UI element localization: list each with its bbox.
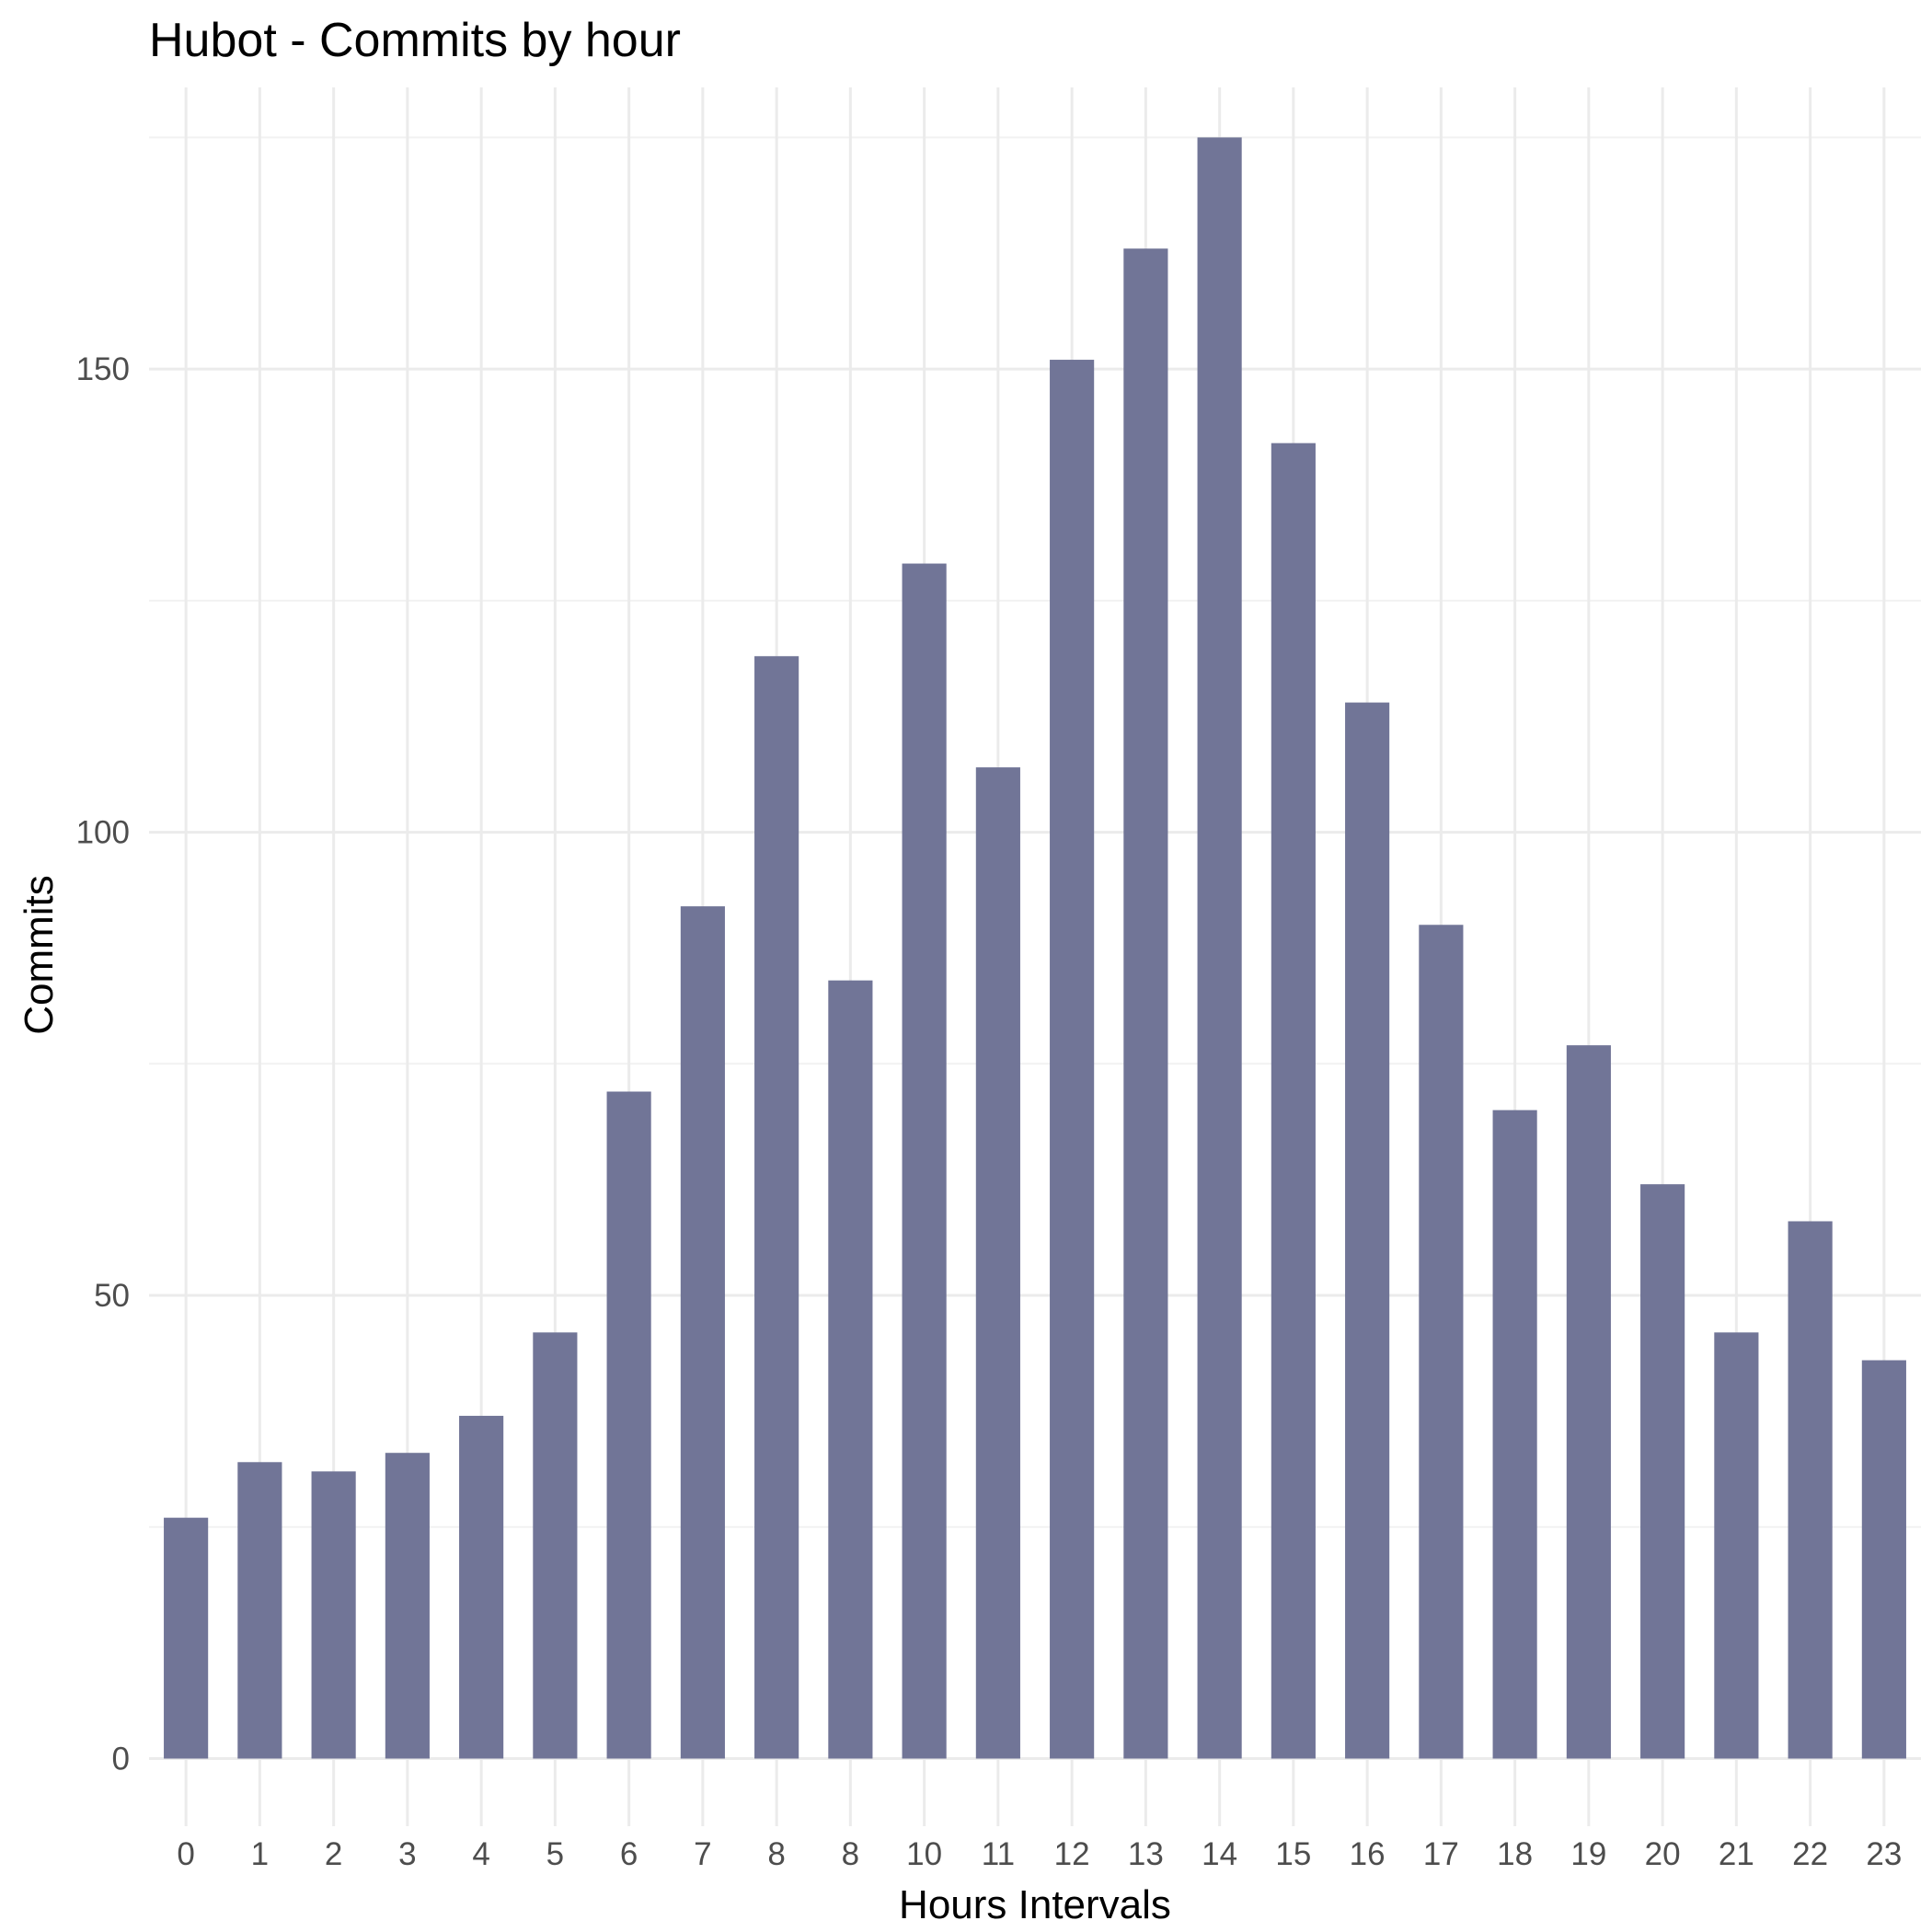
x-tick-label: 11 — [982, 1836, 1015, 1872]
x-tick-label: 6 — [620, 1836, 638, 1872]
x-tick-label: 7 — [694, 1836, 711, 1872]
bar — [1640, 1184, 1685, 1759]
bar — [828, 980, 873, 1759]
bar — [1492, 1110, 1537, 1759]
bar — [902, 563, 947, 1759]
x-tick-label: 4 — [472, 1836, 489, 1872]
x-tick-label: 0 — [177, 1836, 194, 1872]
x-tick-label: 14 — [1202, 1836, 1237, 1872]
x-tick-label: 17 — [1423, 1836, 1459, 1872]
y-tick-label: 50 — [94, 1278, 130, 1314]
y-tick-label: 150 — [76, 351, 130, 387]
x-tick-label: 5 — [546, 1836, 564, 1872]
bar — [680, 906, 725, 1759]
x-tick-label: 2 — [325, 1836, 342, 1872]
chart-title: Hubot - Commits by hour — [149, 14, 681, 67]
x-tick-label: 3 — [398, 1836, 416, 1872]
bar — [385, 1453, 430, 1759]
x-tick-label: 16 — [1350, 1836, 1386, 1872]
bar — [311, 1471, 356, 1759]
x-tick-label: 1 — [251, 1836, 269, 1872]
bar — [606, 1091, 651, 1759]
bar — [1271, 443, 1316, 1759]
bar — [533, 1332, 578, 1759]
bar — [1861, 1360, 1906, 1759]
y-axis-title: Commits — [17, 875, 62, 1035]
bar — [975, 767, 1020, 1759]
x-tick-label: 8 — [842, 1836, 859, 1872]
x-tick-label: 12 — [1054, 1836, 1090, 1872]
bar — [1714, 1332, 1759, 1759]
x-tick-label: 15 — [1275, 1836, 1311, 1872]
bar — [1050, 360, 1095, 1759]
bar — [1345, 702, 1390, 1759]
bar — [1197, 137, 1242, 1759]
x-axis-tick-labels: 0 1 2 3 4 5 6 7 8 8 10 11 12 13 14 15 16 17 18 19 20 21 22 23 — [177, 1836, 1902, 1872]
y-axis-tick-labels: 0 50 100 150 — [76, 351, 130, 1777]
bar — [164, 1517, 209, 1759]
x-tick-label: 20 — [1645, 1836, 1681, 1872]
x-tick-label: 18 — [1497, 1836, 1533, 1872]
y-tick-label: 100 — [76, 815, 130, 851]
x-tick-label: 23 — [1866, 1836, 1902, 1872]
bar — [1123, 248, 1168, 1759]
bar — [459, 1415, 504, 1759]
x-tick-label: 10 — [906, 1836, 942, 1872]
x-tick-label: 19 — [1570, 1836, 1606, 1872]
x-tick-label: 21 — [1719, 1836, 1754, 1872]
bars — [164, 137, 1906, 1759]
bar — [754, 656, 799, 1759]
x-tick-label: 13 — [1128, 1836, 1164, 1872]
bar — [1788, 1221, 1833, 1759]
x-tick-label: 8 — [767, 1836, 785, 1872]
x-tick-label: 22 — [1792, 1836, 1828, 1872]
x-axis-title: Hours Intervals — [899, 1882, 1171, 1927]
bar — [1566, 1045, 1611, 1759]
bar — [237, 1462, 282, 1759]
bar — [1419, 925, 1464, 1759]
y-tick-label: 0 — [112, 1741, 130, 1777]
